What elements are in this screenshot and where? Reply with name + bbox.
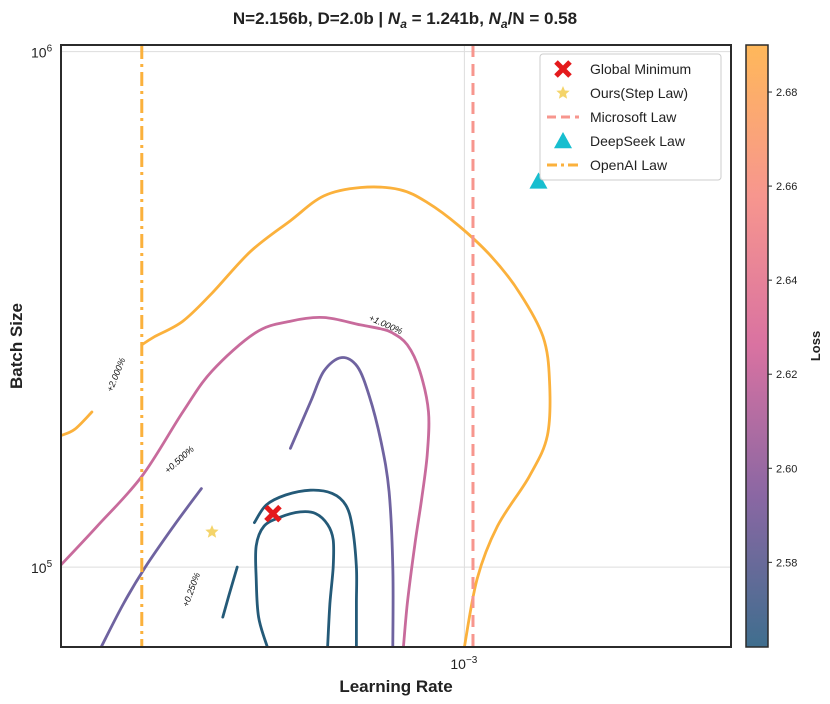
- legend-label: Global Minimum: [590, 61, 691, 77]
- y-tick-label: 106: [31, 44, 53, 61]
- legend-box: [539, 53, 722, 181]
- legend-label: DeepSeek Law: [590, 133, 686, 149]
- axis-ticks: 10−3 105 106: [31, 44, 478, 672]
- contour-line: [99, 487, 203, 647]
- global-minimum-marker: [264, 504, 282, 523]
- contour-line: [253, 488, 359, 647]
- contour-line: [289, 356, 395, 647]
- contour-line: [221, 565, 239, 619]
- colorbar-tick-label: 2.62: [776, 369, 797, 381]
- chart-title: N=2.156b, D=2.0b | Na = 1.241b, Na/N = 0…: [233, 9, 577, 31]
- colorbar-tick-label: 2.58: [776, 557, 797, 569]
- contour-line: [61, 410, 94, 437]
- y-tick-label: 105: [31, 559, 53, 576]
- legend: Global Minimum Ours(Step Law) Microsoft La…: [539, 53, 722, 181]
- x-tick-label: 10−3: [450, 655, 477, 672]
- legend-label: Microsoft Law: [590, 109, 677, 125]
- x-axis-label: Learning Rate: [339, 677, 452, 696]
- legend-marker: [554, 60, 572, 78]
- legend-label: OpenAI Law: [590, 157, 668, 173]
- law-lines: [140, 45, 475, 647]
- contour-line: [61, 315, 431, 647]
- plot-frame: [60, 44, 732, 648]
- colorbar-tick-label: 2.66: [776, 181, 797, 193]
- step-law-marker: [205, 525, 219, 538]
- colorbar-gradient: [745, 44, 769, 648]
- contour-line: [254, 510, 336, 647]
- legend-marker: [556, 86, 570, 99]
- colorbar-tick-label: 2.64: [776, 275, 797, 287]
- legend-marker: [554, 132, 572, 149]
- legend-label: Ours(Step Law): [590, 85, 688, 101]
- contour-line: [140, 185, 552, 647]
- points: [205, 172, 548, 538]
- colorbar-tick-label: 2.60: [776, 463, 797, 475]
- y-axis-label: Batch Size: [7, 303, 26, 389]
- contour-layer: [61, 185, 552, 647]
- deepseek-law-marker: [529, 172, 548, 189]
- colorbar-label: Loss: [808, 331, 823, 361]
- grid: [61, 45, 731, 647]
- colorbar: 2.58 2.60 2.62 2.64 2.66 2.68 Loss: [745, 44, 823, 648]
- colorbar-tick-label: 2.68: [776, 87, 797, 99]
